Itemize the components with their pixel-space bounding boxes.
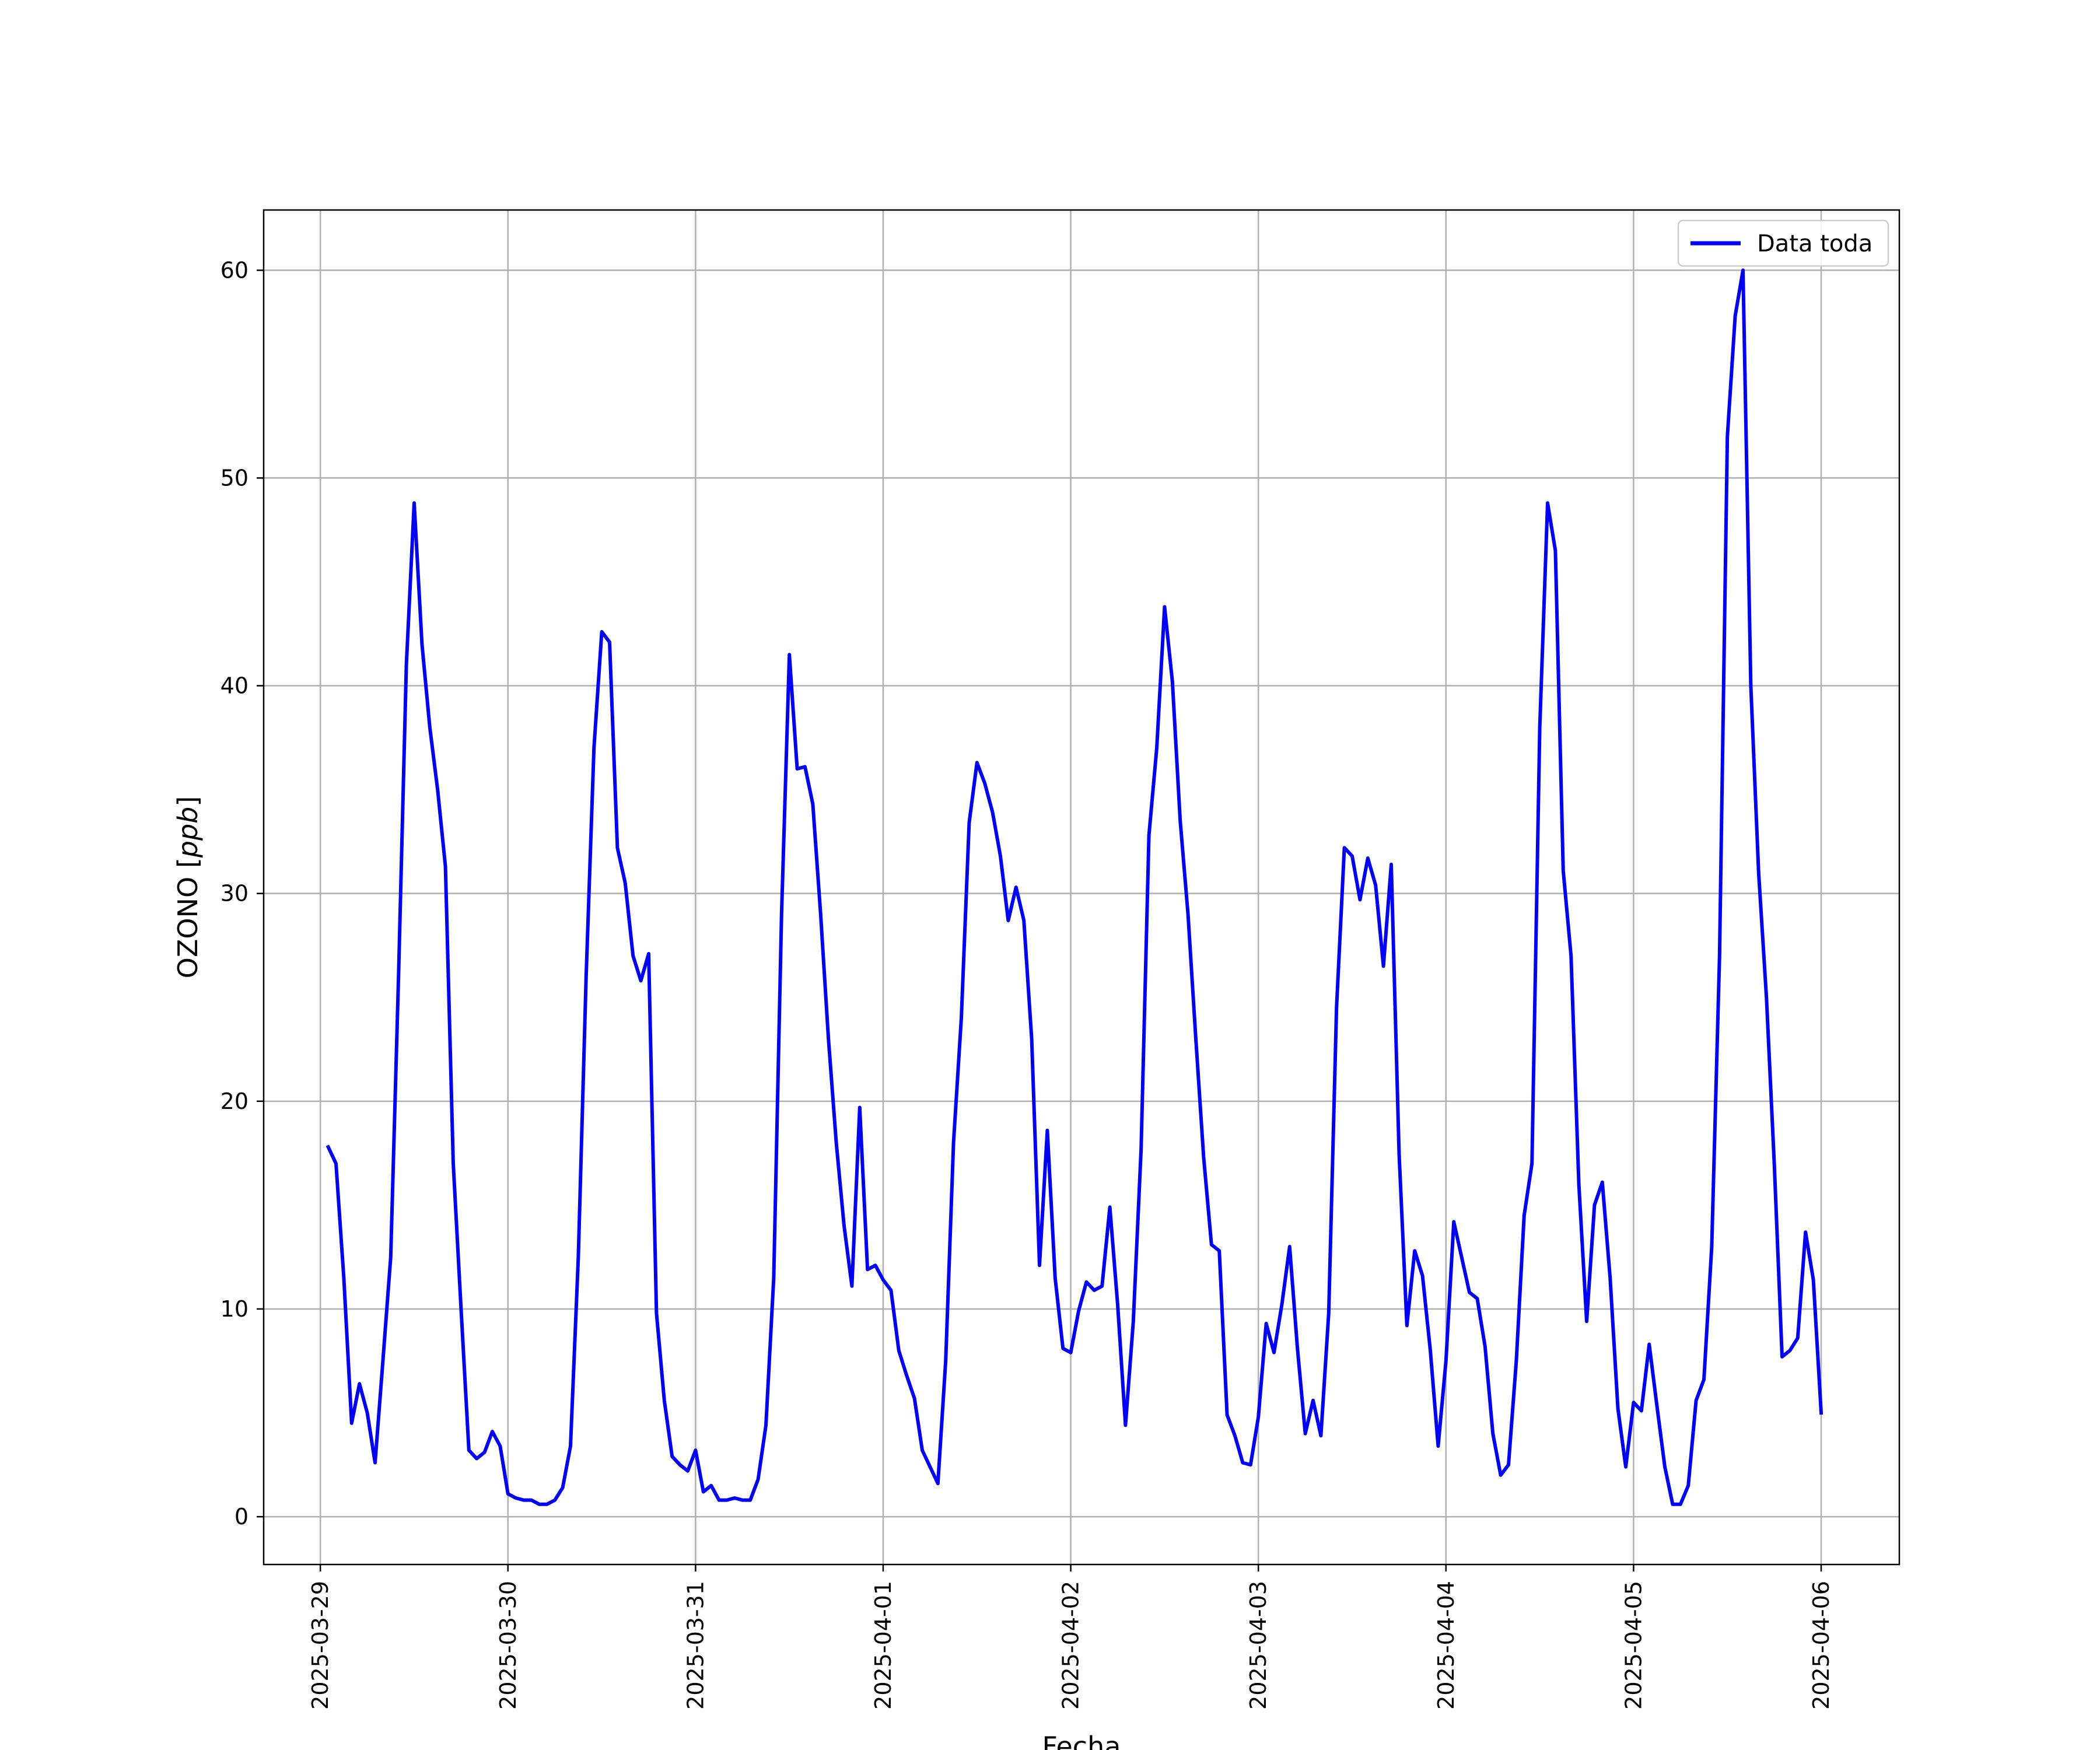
x-tick-label: 2025-04-05	[1620, 1581, 1646, 1710]
y-tick-label: 50	[220, 465, 249, 491]
y-tick-label: 0	[235, 1504, 249, 1530]
grid-lines	[264, 210, 1899, 1564]
x-axis-label: Fecha	[1042, 1731, 1121, 1750]
data-series	[326, 268, 1824, 1506]
y-tick-label: 60	[220, 257, 249, 283]
x-tick-label: 2025-04-01	[870, 1581, 896, 1710]
x-tick-label: 2025-04-04	[1433, 1581, 1459, 1710]
x-tick-label: 2025-04-02	[1058, 1581, 1084, 1710]
axis-ticks: 0 10 20 30 40 50 60 2025-03-29 2025-03-30 2025-03…	[220, 257, 1834, 1710]
y-axis-label: OZONO [ppb]	[172, 796, 204, 979]
y-tick-label: 30	[220, 881, 249, 907]
x-tick-label: 2025-03-31	[682, 1581, 708, 1710]
legend-entry-label: Data toda	[1757, 230, 1873, 257]
y-tick-label: 20	[220, 1088, 249, 1114]
x-tick-label: 2025-03-29	[307, 1581, 333, 1710]
legend: Data toda	[1677, 219, 1889, 267]
series-line	[326, 268, 1824, 1506]
y-tick-label: 10	[220, 1296, 249, 1322]
y-tick-label: 40	[220, 673, 249, 699]
x-tick-label: 2025-04-03	[1245, 1581, 1271, 1710]
x-tick-label: 2025-03-30	[495, 1581, 521, 1710]
x-tick-label: 2025-04-06	[1808, 1581, 1834, 1710]
legend-box	[1677, 219, 1889, 267]
plot-frame	[262, 209, 1901, 1566]
